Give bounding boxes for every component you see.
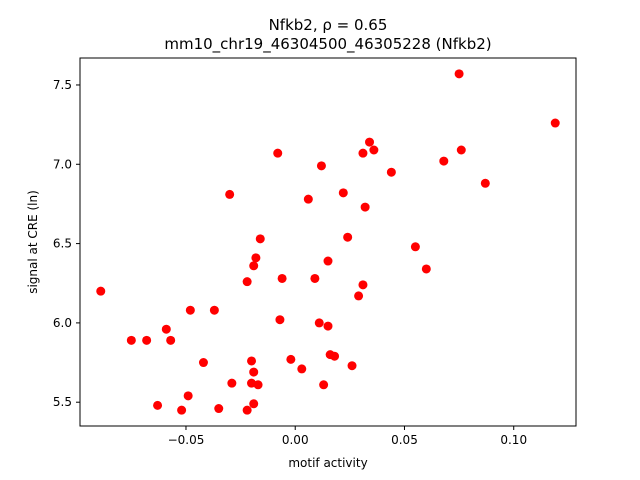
- data-point: [96, 286, 106, 296]
- data-point: [249, 367, 259, 377]
- x-tick-label: 0.05: [391, 433, 418, 447]
- data-point: [161, 324, 171, 334]
- data-point: [480, 178, 490, 188]
- data-point: [142, 335, 152, 345]
- data-point: [303, 194, 313, 204]
- data-point: [323, 256, 333, 266]
- chart-title-line1: Nfkb2, ρ = 0.65: [269, 16, 388, 34]
- chart-title-line2: mm10_chr19_46304500_46305228 (Nfkb2): [164, 35, 491, 54]
- data-point: [183, 391, 193, 401]
- data-point: [166, 335, 176, 345]
- data-point: [253, 380, 263, 390]
- data-point: [275, 315, 285, 325]
- data-point: [386, 167, 396, 177]
- data-point: [209, 305, 219, 315]
- data-point: [360, 202, 370, 212]
- data-point: [338, 188, 348, 198]
- data-points: [96, 69, 560, 415]
- data-point: [319, 380, 329, 390]
- data-point: [286, 354, 296, 364]
- x-tick-label: 0.10: [500, 433, 527, 447]
- data-point: [177, 405, 187, 415]
- data-point: [185, 305, 195, 315]
- data-point: [126, 335, 136, 345]
- x-tick-label: −0.05: [168, 433, 205, 447]
- data-point: [153, 400, 163, 410]
- data-point: [255, 234, 265, 244]
- axis-ticks: −0.05 0.00 0.05 0.10 5.5 6.0 6.5 7.0 7.5: [53, 78, 527, 447]
- y-tick-label: 6.0: [53, 316, 72, 330]
- data-point: [454, 69, 464, 79]
- data-point: [358, 148, 368, 158]
- data-point: [421, 264, 431, 274]
- data-point: [550, 118, 560, 128]
- data-point: [369, 145, 379, 155]
- data-point: [354, 291, 364, 301]
- data-point: [249, 399, 259, 409]
- data-point: [225, 189, 235, 199]
- data-point: [214, 404, 224, 414]
- data-point: [358, 280, 368, 290]
- data-point: [323, 321, 333, 331]
- data-point: [314, 318, 324, 328]
- data-point: [365, 137, 375, 147]
- y-axis-label: signal at CRE (ln): [26, 190, 40, 294]
- data-point: [343, 232, 353, 242]
- data-point: [347, 361, 357, 371]
- data-point: [297, 364, 307, 374]
- data-point: [316, 161, 326, 171]
- data-point: [227, 378, 237, 388]
- data-point: [273, 148, 283, 158]
- data-point: [251, 253, 261, 263]
- x-axis-label: motif activity: [288, 456, 367, 470]
- data-point: [249, 261, 259, 271]
- plot-frame: [79, 57, 577, 427]
- data-point: [242, 405, 252, 415]
- y-tick-label: 6.5: [53, 237, 72, 251]
- y-tick-label: 7.5: [53, 78, 72, 92]
- data-point: [277, 273, 287, 283]
- data-point: [310, 273, 320, 283]
- data-point: [247, 356, 257, 366]
- x-tick-label: 0.00: [282, 433, 309, 447]
- data-point: [198, 358, 208, 368]
- data-point: [242, 277, 252, 287]
- data-point: [439, 156, 449, 166]
- data-point: [456, 145, 466, 155]
- y-tick-label: 7.0: [53, 157, 72, 171]
- data-point: [410, 242, 420, 252]
- y-tick-label: 5.5: [53, 395, 72, 409]
- data-point: [330, 351, 340, 361]
